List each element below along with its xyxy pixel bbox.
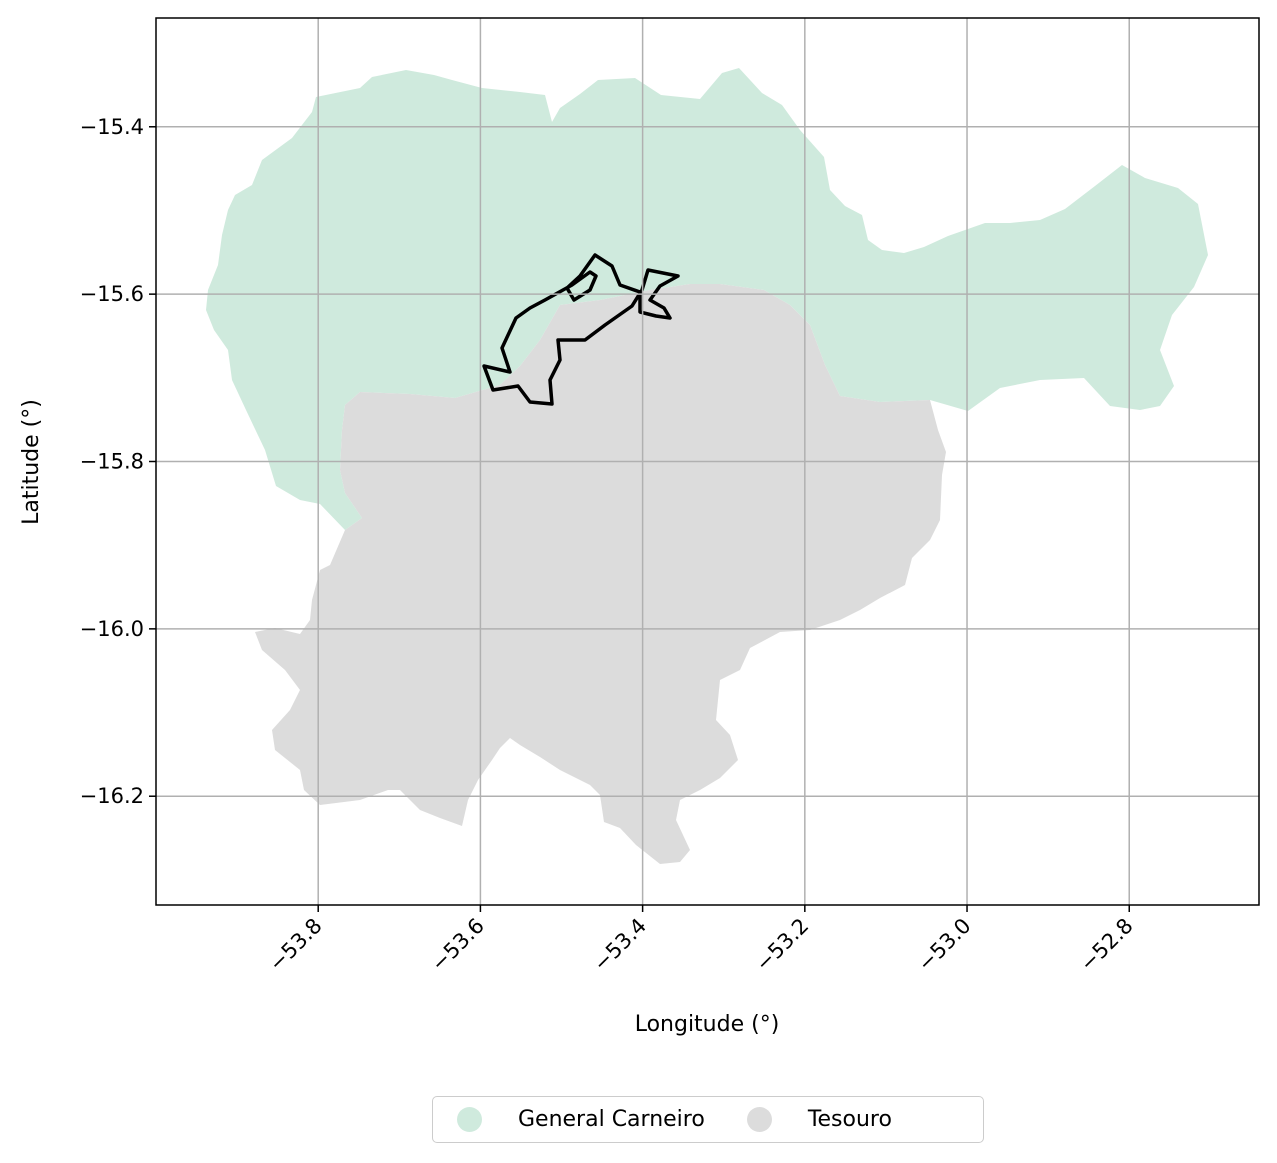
tesouro-region	[255, 284, 946, 864]
x-tick-label: −53.4	[589, 914, 651, 976]
y-tick-label: −15.8	[80, 450, 144, 474]
x-axis-title: Longitude (°)	[635, 1012, 780, 1037]
legend: General Carneiro Tesouro	[432, 1096, 984, 1143]
x-tick-label: −53.0	[913, 914, 975, 976]
general-carneiro-region	[206, 68, 1208, 530]
x-tick-label: −52.8	[1075, 914, 1137, 976]
y-tick-label: −16.2	[80, 784, 144, 808]
y-axis-title: Latitude (°)	[19, 399, 44, 525]
x-tick-label: −53.2	[751, 914, 813, 976]
x-tick-label: −53.8	[264, 914, 326, 976]
legend-item-tesouro: Tesouro	[746, 1107, 892, 1132]
study-area-outline	[482, 253, 680, 406]
legend-marker-general-carneiro	[457, 1107, 482, 1132]
grid-lines	[156, 18, 1259, 905]
y-tick-label: −16.0	[80, 617, 144, 641]
legend-label-tesouro: Tesouro	[807, 1107, 892, 1132]
x-tick-label: −53.6	[426, 914, 488, 976]
legend-label-general-carneiro: General Carneiro	[518, 1107, 705, 1132]
map-layers	[206, 68, 1208, 864]
legend-marker-tesouro	[746, 1107, 772, 1132]
y-tick-label: −15.4	[80, 115, 144, 139]
y-tick-label: −15.6	[80, 282, 144, 306]
legend-item-general-carneiro: General Carneiro	[457, 1107, 705, 1132]
